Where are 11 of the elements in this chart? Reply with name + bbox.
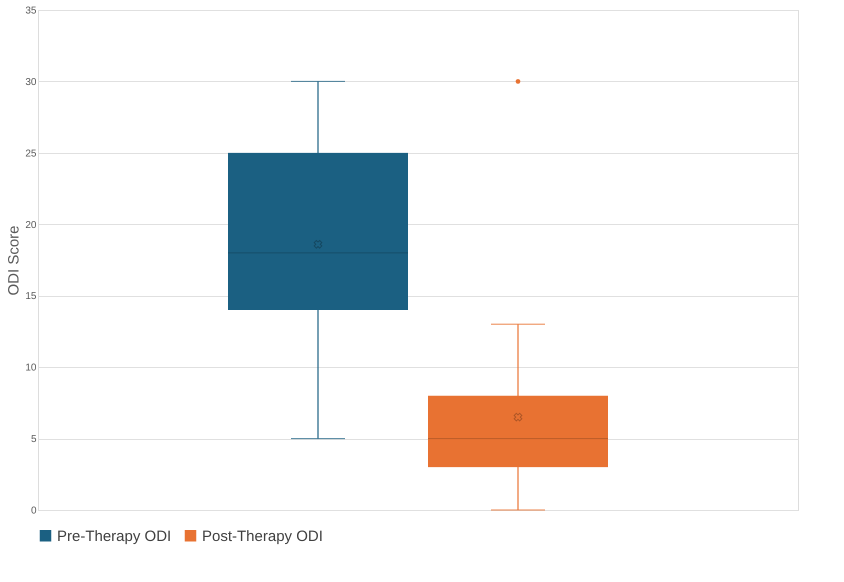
legend-label: Post-Therapy ODI <box>202 528 323 545</box>
legend-label: Pre-Therapy ODI <box>57 528 172 545</box>
y-tick-label: 10 <box>25 362 37 374</box>
y-tick-label: 35 <box>25 6 37 16</box>
y-tick-label: 5 <box>30 434 37 446</box>
y-tick-label: 15 <box>25 291 37 302</box>
y-tick-label: 30 <box>25 76 37 88</box>
y-tick-label: 20 <box>25 220 37 231</box>
y-tick-label: 0 <box>30 506 37 516</box>
y-axis-title: ODI Score <box>5 225 22 296</box>
y-tick-label: 25 <box>25 148 37 160</box>
